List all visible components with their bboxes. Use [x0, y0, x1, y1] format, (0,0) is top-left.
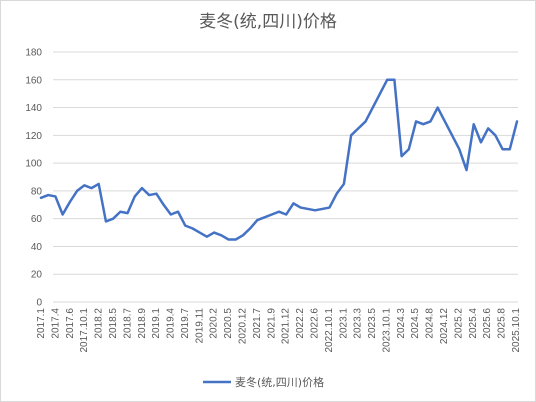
x-tick-label: 2017.4 — [50, 308, 61, 339]
x-tick-label: 2021.12 — [281, 308, 292, 345]
x-tick-label: 2017.10.1 — [79, 308, 90, 353]
y-tick-label: 0 — [36, 298, 42, 309]
y-tick-label: 80 — [31, 186, 43, 197]
y-tick-label: 180 — [25, 48, 42, 59]
x-tick-label: 2018.5 — [108, 308, 119, 339]
x-tick-label: 2023.10.1 — [381, 308, 392, 353]
x-tick-label: 2025.4 — [468, 308, 479, 339]
x-tick-label: 2025.10.1 — [511, 308, 522, 353]
x-tick-label: 2024.8 — [425, 308, 436, 339]
x-tick-label: 2020.12 — [238, 308, 249, 345]
x-tick-label: 2019.11 — [194, 308, 205, 344]
x-tick-label: 2019.4 — [166, 308, 177, 339]
y-axis-ticks: 0 20 40 60 80 100 120 140 160 180 — [25, 48, 42, 309]
x-tick-label: 2022.10.1 — [324, 308, 335, 353]
x-tick-label: 2024.5 — [410, 308, 421, 339]
x-tick-label: 2018.7 — [122, 308, 133, 339]
y-tick-label: 140 — [25, 103, 42, 114]
x-tick-label: 2019.7 — [180, 308, 191, 339]
chart-title: 麦冬(统,四川)价格 — [199, 12, 337, 32]
x-tick-label: 2025.2 — [453, 308, 464, 339]
x-tick-label: 2018.2 — [94, 308, 105, 339]
y-tick-label: 40 — [31, 242, 43, 253]
x-tick-label: 2020.2 — [209, 308, 220, 339]
y-tick-label: 100 — [25, 159, 42, 170]
x-tick-label: 2021.7 — [252, 308, 263, 339]
x-tick-label: 2023.1 — [338, 308, 349, 339]
x-tick-label: 2017.1 — [36, 308, 47, 339]
x-tick-label: 2023.5 — [367, 308, 378, 339]
x-tick-label: 2023.3 — [353, 308, 364, 339]
x-tick-label: 2025.6 — [482, 308, 493, 339]
x-tick-label: 2018.9 — [137, 308, 148, 339]
legend: 麦冬(统,四川)价格 — [203, 375, 324, 389]
x-tick-label: 2021.9 — [266, 308, 277, 339]
y-tick-label: 20 — [31, 270, 43, 281]
legend-label: 麦冬(统,四川)价格 — [235, 375, 324, 389]
x-tick-label: 2017.6 — [65, 308, 76, 339]
grid-lines — [53, 51, 518, 303]
x-tick-label: 2022.6 — [309, 308, 320, 339]
x-tick-label: 2024.12 — [439, 308, 450, 345]
x-tick-label: 2022.2 — [295, 308, 306, 339]
x-tick-label: 2019.1 — [151, 308, 162, 339]
y-tick-label: 160 — [25, 75, 42, 86]
x-tick-label: 2025.8 — [497, 308, 508, 339]
y-tick-label: 120 — [25, 131, 42, 142]
x-axis-ticks: 2017.1 2017.4 2017.6 2017.10.1 2018.2 2018.5 2… — [36, 308, 522, 353]
y-tick-label: 60 — [31, 214, 43, 225]
x-tick-label: 2024.3 — [396, 308, 407, 339]
x-tick-label: 2020.5 — [223, 308, 234, 339]
series-layer — [39, 78, 519, 241]
series-line-0 — [39, 78, 519, 241]
